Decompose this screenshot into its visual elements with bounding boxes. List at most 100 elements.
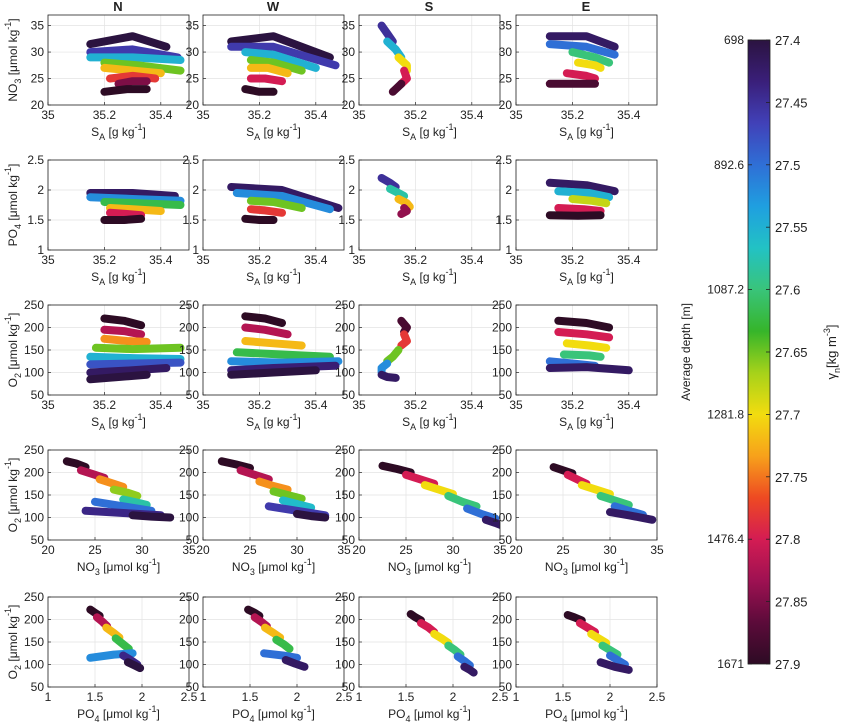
x-axis-label-part: A: [99, 422, 105, 432]
x-tick-label: 35.2: [561, 398, 585, 412]
x-tick-label: 25: [556, 543, 570, 557]
data-series: [232, 348, 334, 361]
data-series: [106, 204, 165, 215]
data-series: [397, 204, 411, 218]
y-tick-label: 150: [179, 488, 199, 502]
y-axis-label-part: NO: [6, 84, 20, 102]
y-tick-label: 20: [31, 98, 45, 112]
colorbar: 698 892.6 1087.2 1281.8 1476.4 1671 27.4 27.45…: [679, 33, 842, 672]
data-series: [246, 63, 292, 78]
gamma-tick-label: 27.9: [775, 657, 800, 672]
x-axis-label-part: ]: [468, 560, 471, 574]
gamma-tick-label: 27.65: [775, 345, 808, 360]
column-header-s: S: [425, 0, 434, 14]
x-tick-label: 2.5: [336, 690, 353, 704]
data-series: [402, 470, 439, 488]
x-axis-label-part: [g kg: [573, 270, 602, 284]
x-axis-label-part: NO: [545, 560, 563, 574]
x-axis-label-part: ]: [454, 415, 457, 429]
x-axis-label-part: ]: [143, 415, 146, 429]
data-series: [100, 325, 146, 339]
x-axis-label: SA [g kg-1]: [559, 122, 614, 142]
y-axis-label-part: ]: [6, 458, 20, 461]
x-axis-label-part: A: [99, 132, 105, 142]
data-series: [100, 214, 146, 224]
x-axis-label-part: -1: [290, 267, 298, 277]
x-axis-label-part: -1: [603, 122, 611, 132]
x-tick-label: 35: [337, 543, 351, 557]
x-axis-label-part: S: [559, 415, 567, 429]
data-series: [377, 174, 400, 191]
x-axis-label-part: ]: [454, 125, 457, 139]
plot-frame: [202, 14, 345, 106]
data-series: [62, 457, 90, 472]
y-tick-label: 50: [342, 388, 356, 402]
x-axis-label-part: 3: [563, 567, 568, 577]
x-axis-label-part: ]: [454, 270, 457, 284]
colorbar-right-label: γn[kg m-3]: [822, 325, 842, 380]
data-series: [453, 652, 474, 670]
depth-tick-labels: 698 892.6 1087.2 1281.8 1476.4 1671: [707, 33, 752, 671]
y-axis-label-part: [μmol kg: [6, 469, 20, 518]
data-series-group: [378, 461, 500, 529]
plot-frame: [358, 14, 501, 106]
plot-frame: [47, 449, 190, 541]
x-axis-label-part: [μmol kg: [411, 560, 460, 574]
data-series-group: [377, 316, 411, 382]
x-tick-label: 35: [182, 543, 196, 557]
x-tick-label: 35.4: [304, 398, 328, 412]
x-tick-label: 1: [513, 690, 520, 704]
x-axis-label-part: ]: [312, 560, 315, 574]
x-axis-label-part: S: [559, 270, 567, 284]
plot-frame: [202, 596, 345, 688]
x-axis-label-part: 4: [563, 714, 568, 724]
y-tick-label: 150: [492, 488, 512, 502]
y-tick-label: 50: [342, 680, 356, 694]
data-series-group: [545, 178, 619, 220]
data-series: [260, 649, 301, 662]
y-tick-label: 150: [24, 488, 44, 502]
x-axis-label-part: ]: [143, 270, 146, 284]
y-tick-label: 25: [186, 72, 200, 86]
data-series: [100, 334, 151, 346]
data-series: [227, 42, 340, 70]
x-axis-label-part: [g kg: [260, 270, 289, 284]
x-tick-label: 1: [356, 690, 363, 704]
data-series: [100, 198, 185, 209]
x-axis-label-part: A: [567, 132, 573, 142]
plot-frame: [515, 14, 658, 106]
x-tick-label: 35.4: [149, 398, 173, 412]
plot-frame: [358, 304, 501, 396]
data-series: [241, 337, 306, 350]
y-tick-label: 35: [31, 19, 45, 33]
x-axis-label-part: -1: [459, 704, 467, 714]
panel-3-w: 35 35.2 35.4 50 100 150 200 250 SA [g kg-1]: [179, 298, 345, 432]
x-axis-label-part: -1: [303, 704, 311, 714]
data-series: [86, 45, 182, 62]
y-axis-label: O2 [μmol kg-1]: [3, 605, 23, 680]
x-axis-label-part: [μmol kg: [568, 560, 617, 574]
x-tick-label: 35.4: [149, 253, 173, 267]
data-series: [444, 491, 481, 511]
y-tick-label: 100: [335, 511, 355, 525]
x-tick-label: 1.5: [87, 690, 104, 704]
y-axis-label-part: -1: [3, 167, 13, 175]
y-tick-label: 50: [186, 680, 200, 694]
x-axis-label-part: 3: [250, 567, 255, 577]
data-series: [100, 58, 185, 75]
x-tick-label: 35.2: [404, 108, 428, 122]
y-tick-label: 200: [492, 321, 512, 335]
x-axis-label-part: [g kg: [416, 270, 445, 284]
data-series: [574, 58, 605, 72]
data-series-group: [227, 183, 343, 224]
x-axis-label-part: S: [91, 125, 99, 139]
y-tick-label: 200: [335, 466, 355, 480]
y-tick-label: 25: [31, 72, 45, 86]
x-axis-label-part: A: [567, 422, 573, 432]
x-axis-label-part: -1: [617, 557, 625, 567]
x-tick-label: 35.2: [404, 398, 428, 412]
y-axis-label-part: [μmol kg: [6, 30, 20, 79]
